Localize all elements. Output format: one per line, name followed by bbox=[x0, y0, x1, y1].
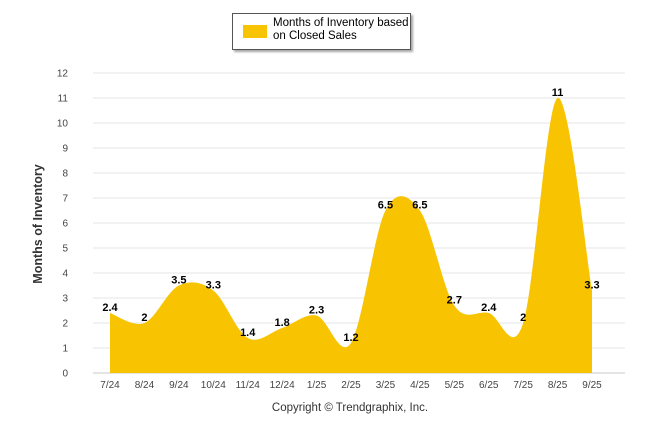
y-tick-label: 5 bbox=[62, 244, 68, 255]
x-tick-label: 12/24 bbox=[270, 380, 295, 391]
data-label: 3.3 bbox=[206, 280, 221, 292]
legend: Months of Inventory based on Closed Sale… bbox=[232, 13, 411, 50]
x-axis-ticks: 7/24 8/24 9/24 10/24 11/24 12/24 1/25 2/25 3/25 4… bbox=[100, 380, 602, 391]
y-tick-label: 11 bbox=[58, 94, 69, 105]
data-label: 2 bbox=[141, 312, 147, 324]
x-tick-label: 9/25 bbox=[582, 380, 602, 391]
x-tick-label: 1/25 bbox=[307, 380, 327, 391]
y-tick-label: 4 bbox=[62, 269, 68, 280]
y-tick-label: 0 bbox=[62, 369, 68, 380]
data-label: 2.7 bbox=[447, 295, 462, 307]
y-tick-label: 10 bbox=[57, 119, 69, 130]
legend-label: Months of Inventory based on Closed Sale… bbox=[273, 17, 409, 42]
data-label: 2 bbox=[520, 312, 526, 324]
x-tick-label: 8/25 bbox=[548, 380, 568, 391]
legend-swatch bbox=[243, 25, 267, 38]
y-tick-label: 6 bbox=[62, 219, 68, 230]
data-label: 1.8 bbox=[275, 317, 290, 329]
x-tick-label: 4/25 bbox=[410, 380, 430, 391]
y-tick-label: 12 bbox=[57, 69, 69, 80]
y-tick-label: 8 bbox=[62, 169, 68, 180]
x-tick-label: 7/24 bbox=[100, 380, 120, 391]
data-label: 2.3 bbox=[309, 305, 324, 317]
data-label: 1.2 bbox=[343, 332, 358, 344]
data-label: 2.4 bbox=[102, 302, 118, 314]
area-layer bbox=[110, 97, 593, 373]
x-tick-label: 3/25 bbox=[376, 380, 396, 391]
data-label: 1.4 bbox=[240, 327, 256, 339]
x-tick-label: 11/24 bbox=[236, 380, 261, 391]
x-tick-label: 2/25 bbox=[341, 380, 361, 391]
data-labels: 2.4 2 3.5 3.3 1.4 1.8 2.3 1.2 6.5 6.5 2.7 2.4 2 11 3.3 bbox=[102, 87, 599, 344]
x-tick-label: 9/24 bbox=[169, 380, 189, 391]
y-axis-label: Months of Inventory bbox=[31, 164, 45, 283]
x-tick-label: 6/25 bbox=[479, 380, 499, 391]
data-label: 11 bbox=[552, 87, 564, 99]
copyright-text: Copyright © Trendgraphix, Inc. bbox=[271, 402, 429, 414]
x-tick-label: 8/24 bbox=[135, 380, 155, 391]
y-tick-label: 9 bbox=[62, 144, 68, 155]
data-label: 6.5 bbox=[378, 200, 393, 212]
area-series bbox=[110, 97, 593, 373]
x-tick-label: 10/24 bbox=[201, 380, 226, 391]
x-tick-label: 5/25 bbox=[445, 380, 465, 391]
data-label: 3.3 bbox=[584, 280, 599, 292]
y-tick-label: 3 bbox=[62, 294, 68, 305]
x-tick-label: 7/25 bbox=[513, 380, 533, 391]
y-tick-label: 2 bbox=[62, 319, 68, 330]
data-label: 2.4 bbox=[481, 302, 497, 314]
y-tick-label: 1 bbox=[62, 344, 68, 355]
data-label: 3.5 bbox=[171, 275, 186, 287]
data-label: 6.5 bbox=[412, 200, 427, 212]
y-tick-label: 7 bbox=[62, 194, 68, 205]
